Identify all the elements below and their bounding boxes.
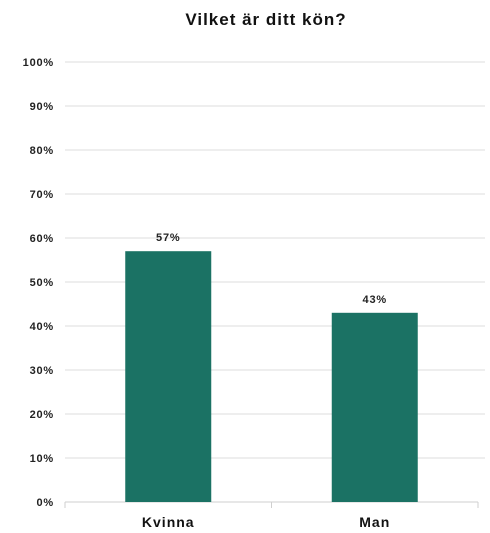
data-label: 43% <box>363 294 387 306</box>
y-tick-label: 60% <box>30 233 54 245</box>
data-label: 57% <box>156 232 180 244</box>
y-tick-label: 0% <box>37 497 55 509</box>
y-tick-label: 100% <box>23 57 54 69</box>
bar-kvinna <box>125 251 212 502</box>
x-axis-tick-labels: Kvinna Man <box>142 514 390 530</box>
y-tick-label: 40% <box>30 321 54 333</box>
chart-title: Vilket är ditt kön? <box>185 10 346 29</box>
y-tick-label: 30% <box>30 365 54 377</box>
x-tick-label: Man <box>359 514 390 530</box>
bar-man <box>331 312 418 502</box>
y-tick-label: 90% <box>30 101 54 113</box>
data-labels: 57% 43% <box>156 232 387 306</box>
x-tick-label: Kvinna <box>142 514 195 530</box>
y-tick-label: 80% <box>30 145 54 157</box>
y-tick-label: 20% <box>30 409 54 421</box>
y-axis-tick-labels: 0% 10% 20% 30% 40% 50% 60% 70% 80% 90% 100% <box>23 57 54 509</box>
y-tick-label: 70% <box>30 189 54 201</box>
y-tick-label: 10% <box>30 453 54 465</box>
y-tick-label: 50% <box>30 277 54 289</box>
bars <box>125 251 418 502</box>
